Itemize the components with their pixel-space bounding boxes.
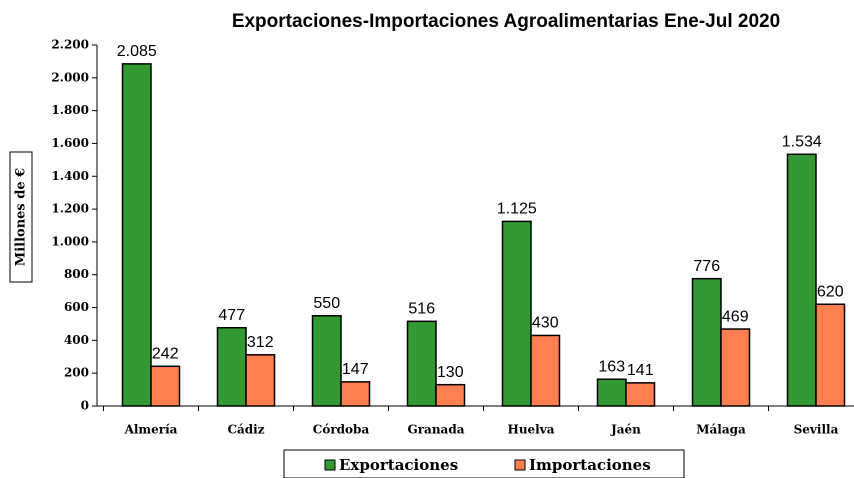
- y-label-box: [9, 151, 33, 283]
- y-tick-label: 200: [64, 366, 89, 380]
- bar: [815, 303, 846, 407]
- bar: [435, 383, 466, 407]
- value-label: 242: [152, 346, 179, 363]
- bar: [720, 328, 751, 407]
- value-label: 141: [627, 362, 654, 379]
- value-label: 1.125: [497, 201, 537, 218]
- x-tick-label: Granada: [407, 423, 464, 437]
- x-tick-label: Cádiz: [227, 423, 264, 437]
- value-label: 163: [598, 358, 625, 375]
- bar: [311, 315, 342, 407]
- y-tick-label: 1.200: [51, 202, 89, 216]
- value-label: 147: [342, 361, 369, 378]
- y-tick-label: 600: [64, 300, 89, 314]
- y-tick-label: 1.000: [51, 234, 89, 248]
- value-label: 1.534: [782, 134, 822, 151]
- chart-title: Exportaciones-Importaciones Agroalimenta…: [232, 11, 780, 32]
- x-tick-label: Huelva: [507, 423, 554, 437]
- x-tick-label: Jaén: [610, 423, 641, 437]
- x-tick-label: Sevilla: [794, 423, 839, 437]
- value-label: 469: [722, 308, 749, 325]
- y-tick-label: 400: [64, 333, 89, 347]
- bar: [596, 378, 627, 407]
- legend-label: Importaciones: [529, 456, 651, 474]
- bar: [216, 326, 247, 407]
- value-label: 620: [817, 283, 844, 300]
- bar: [625, 382, 656, 407]
- value-label: 312: [247, 334, 274, 351]
- value-label: 430: [532, 315, 559, 332]
- value-label: 516: [408, 301, 435, 318]
- value-label: 2.085: [117, 43, 157, 60]
- value-label: 477: [218, 307, 245, 324]
- value-label: 776: [693, 258, 720, 275]
- legend-swatch: [514, 459, 526, 471]
- legend-swatch: [324, 459, 336, 471]
- bar: [150, 365, 181, 407]
- bar: [691, 277, 722, 407]
- bar: [786, 153, 817, 407]
- y-axis-label: Millones de €: [14, 168, 29, 266]
- bar: [501, 220, 532, 407]
- bar: [340, 381, 371, 407]
- y-tick-label: 2.000: [51, 70, 89, 84]
- bar: [245, 354, 276, 407]
- value-label: 130: [437, 364, 464, 381]
- value-label: 550: [313, 295, 340, 312]
- bar: [530, 334, 561, 407]
- y-tick-label: 1.400: [51, 169, 89, 183]
- y-tick-label: 2.200: [51, 38, 89, 52]
- x-tick-label: Almería: [124, 423, 178, 437]
- legend-box: [283, 449, 685, 478]
- bar: [406, 320, 437, 407]
- legend-label: Exportaciones: [339, 456, 458, 474]
- bar: [121, 63, 152, 407]
- y-tick-label: 0: [81, 399, 89, 413]
- y-tick-label: 1.600: [51, 136, 89, 150]
- x-tick-label: Córdoba: [313, 423, 370, 437]
- y-tick-label: 1.800: [51, 103, 89, 117]
- y-tick-label: 800: [64, 267, 89, 281]
- x-tick-label: Málaga: [696, 423, 746, 437]
